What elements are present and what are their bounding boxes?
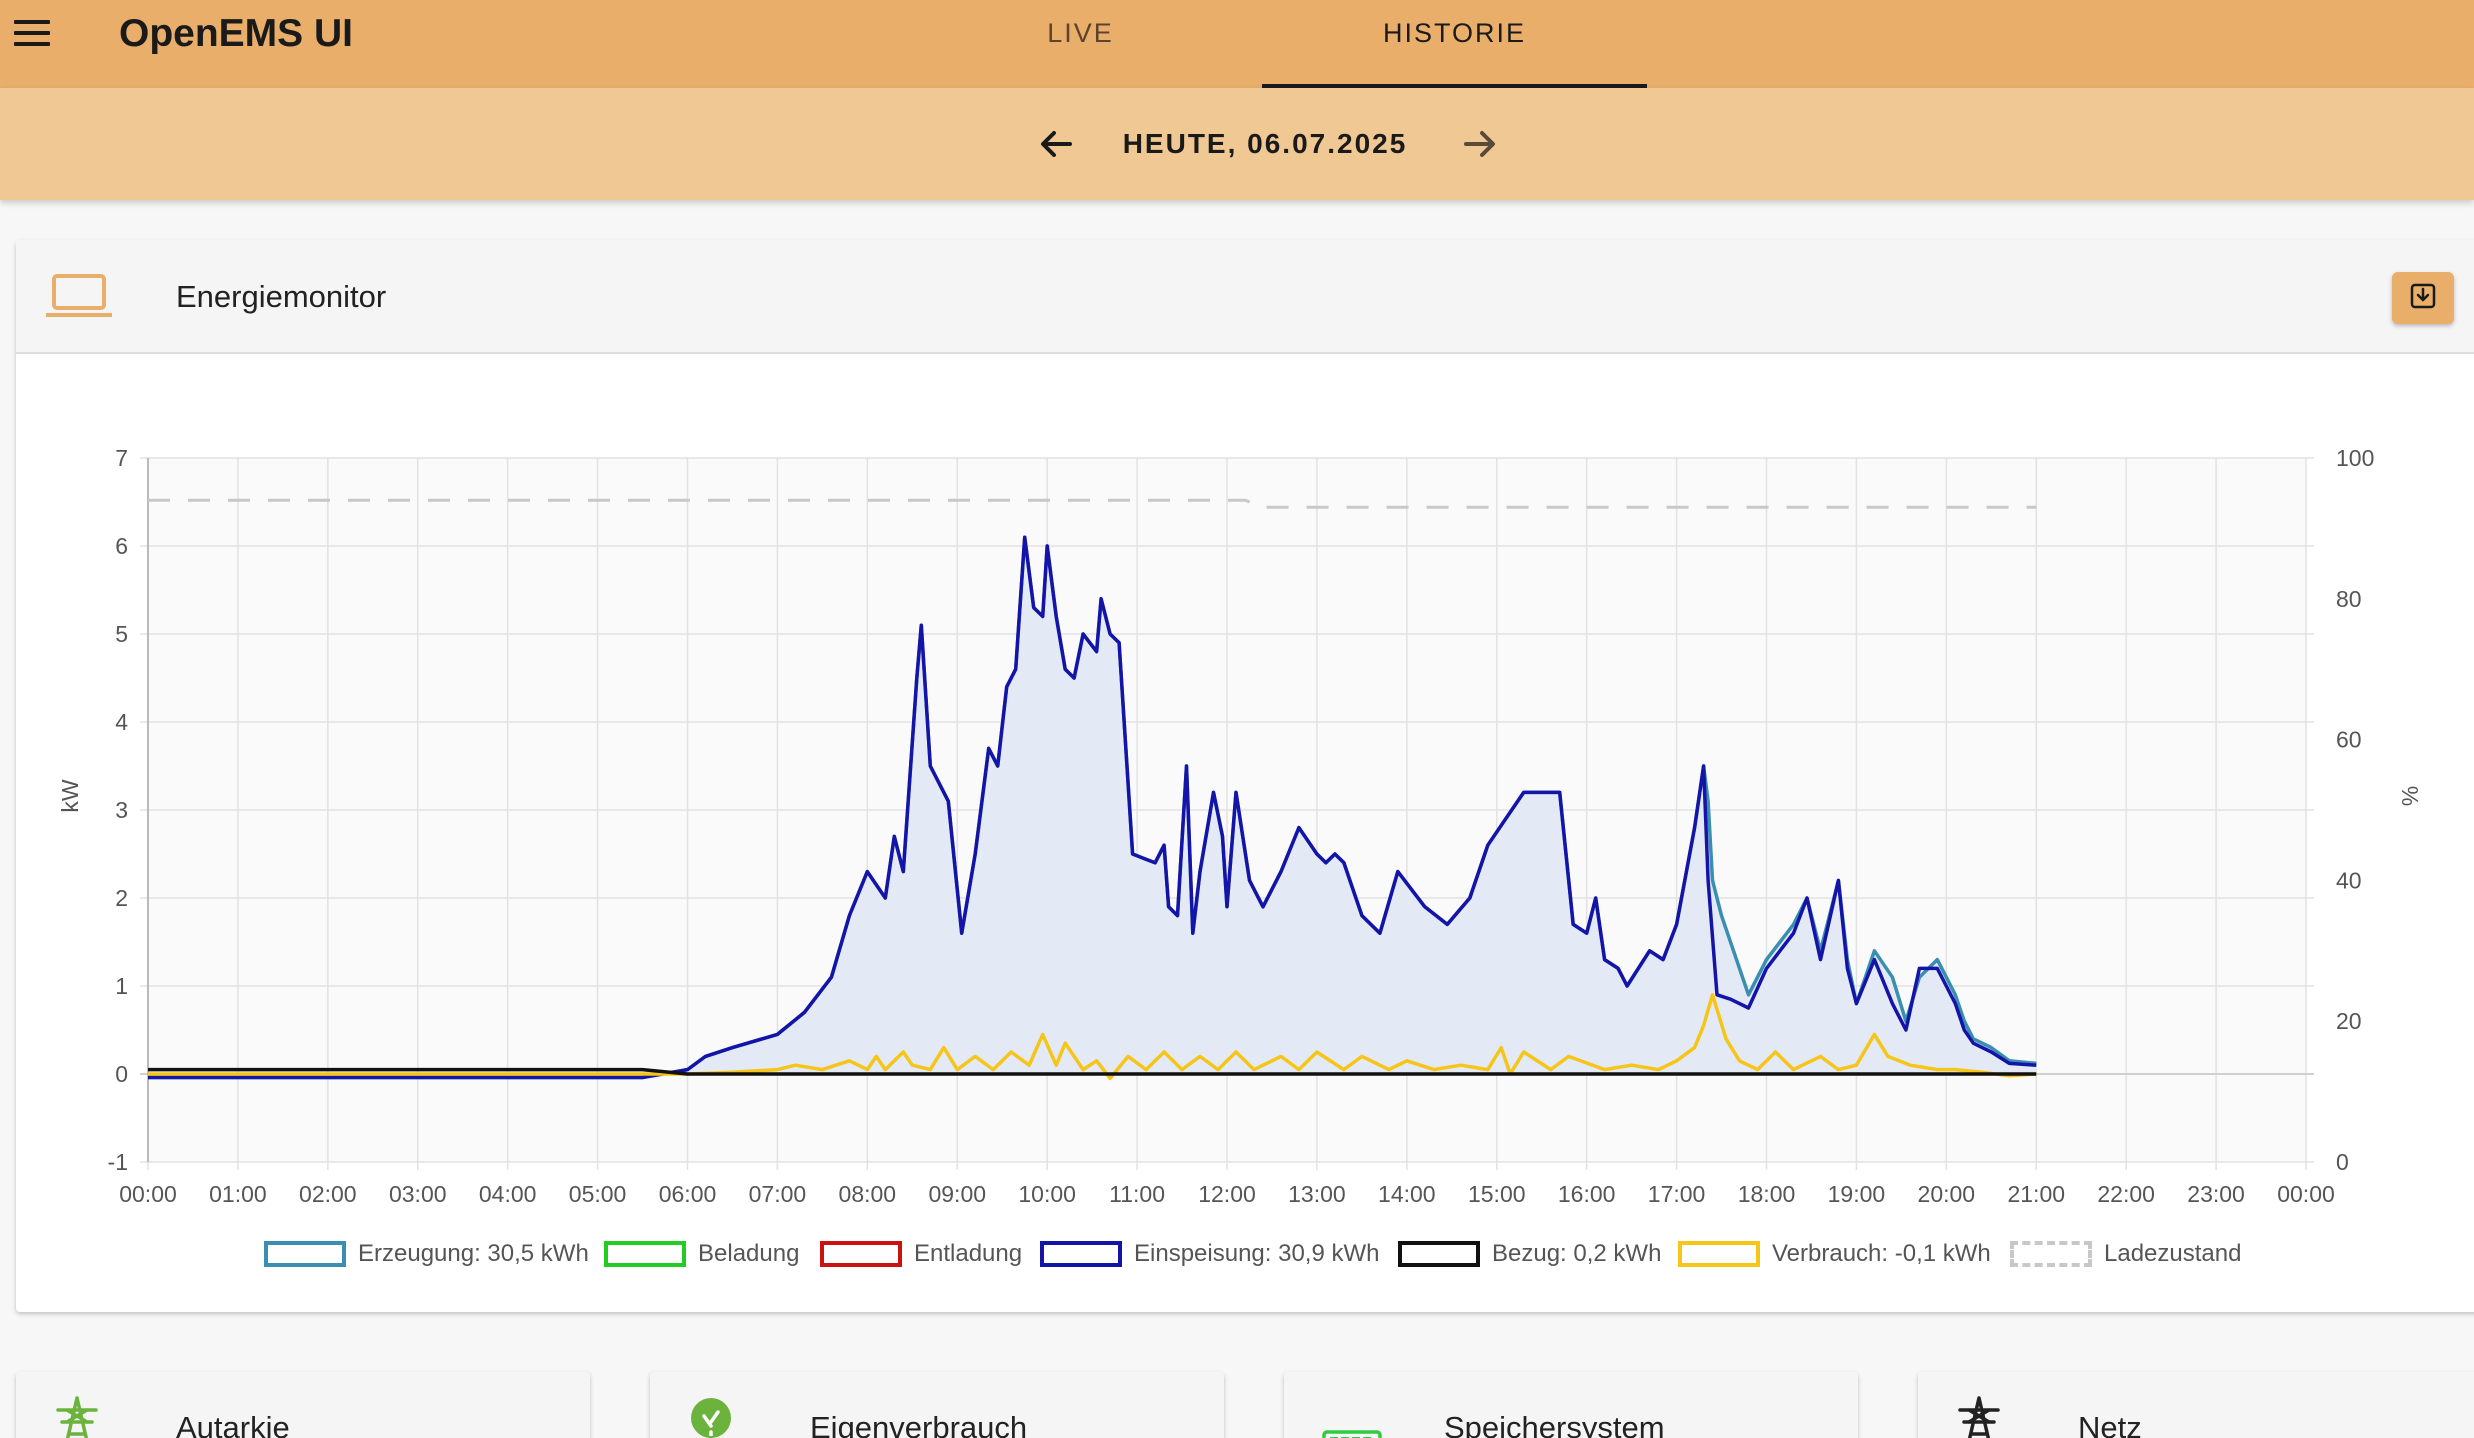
- x-tick-label: 09:00: [928, 1181, 986, 1207]
- x-tick-label: 18:00: [1738, 1181, 1796, 1207]
- legend-label: Beladung: [698, 1240, 800, 1267]
- x-tick-label: 07:00: [749, 1181, 807, 1207]
- legend-item-beladung[interactable]: Beladung: [604, 1236, 799, 1272]
- y2-tick-label: 20: [2336, 1008, 2362, 1034]
- y2-axis-title: %: [2397, 786, 2423, 806]
- widget-title: Eigenverbrauch: [810, 1410, 1028, 1438]
- legend-swatch-einspeisung: [1040, 1241, 1122, 1267]
- laptop-icon: [45, 272, 113, 325]
- x-tick-label: 04:00: [479, 1181, 537, 1207]
- chart-legend: Erzeugung: 30,5 kWh Beladung Entladung E…: [0, 1236, 2474, 1272]
- legend-label: Einspeisung: 30,9 kWh: [1134, 1240, 1380, 1267]
- y2-tick-label: 40: [2336, 867, 2362, 893]
- x-tick-label: 19:00: [1828, 1181, 1886, 1207]
- widget-netz[interactable]: Netz: [1918, 1372, 2474, 1438]
- y2-tick-label: 100: [2336, 445, 2374, 471]
- legend-label: Ladezustand: [2104, 1240, 2242, 1267]
- series-line-verbrauch: [148, 993, 2037, 1081]
- x-tick-label: 15:00: [1468, 1181, 1526, 1207]
- y-tick-label: -1: [108, 1149, 128, 1175]
- legend-label: Erzeugung: 30,5 kWh: [358, 1240, 589, 1267]
- x-tick-label: 21:00: [2007, 1181, 2065, 1207]
- y-tick-label: 0: [115, 1061, 128, 1087]
- y-tick-label: 7: [115, 445, 128, 471]
- arrow-left-icon[interactable]: [1034, 122, 1078, 166]
- power-tower-icon: [54, 1396, 100, 1438]
- x-tick-label: 12:00: [1198, 1181, 1256, 1207]
- widget-eigenverbrauch[interactable]: Eigenverbrauch: [650, 1372, 1224, 1438]
- menu-icon[interactable]: [10, 14, 54, 54]
- legend-item-ladezustand[interactable]: Ladezustand: [2010, 1236, 2241, 1272]
- legend-item-entladung[interactable]: Entladung: [820, 1236, 1022, 1272]
- legend-item-bezug[interactable]: Bezug: 0,2 kWh: [1398, 1236, 1661, 1272]
- date-label[interactable]: HEUTE, 06.07.2025: [1122, 128, 1408, 159]
- legend-item-einspeisung[interactable]: Einspeisung: 30,9 kWh: [1040, 1236, 1379, 1272]
- legend-item-erzeugung[interactable]: Erzeugung: 30,5 kWh: [264, 1236, 589, 1272]
- y2-tick-label: 80: [2336, 586, 2362, 612]
- download-button[interactable]: [2392, 272, 2454, 324]
- tab-historie-label: HISTORIE: [1382, 17, 1527, 48]
- x-tick-label: 20:00: [1918, 1181, 1976, 1207]
- card-title: Energiemonitor: [176, 279, 387, 314]
- y-tick-label: 1: [115, 973, 128, 999]
- date-navigation-bar: HEUTE, 06.07.2025: [0, 88, 2474, 200]
- arrow-right-icon[interactable]: [1458, 122, 1502, 166]
- legend-swatch-beladung: [604, 1241, 686, 1267]
- tab-historie[interactable]: HISTORIE: [1262, 0, 1647, 88]
- y-tick-label: 3: [115, 797, 128, 823]
- x-tick-label: 00:00: [119, 1181, 177, 1207]
- battery-icon: [1322, 1396, 1388, 1438]
- y-axis-title: kW: [57, 779, 83, 813]
- x-tick-label: 22:00: [2097, 1181, 2155, 1207]
- series-line-einspeisung: [148, 535, 2037, 1080]
- x-tick-label: 17:00: [1648, 1181, 1706, 1207]
- widget-autarkie[interactable]: Autarkie: [16, 1372, 590, 1438]
- active-tab-indicator: [1262, 84, 1647, 88]
- x-tick-label: 03:00: [389, 1181, 447, 1207]
- legend-label: Bezug: 0,2 kWh: [1492, 1240, 1662, 1267]
- card-header: Energiemonitor: [16, 240, 2474, 354]
- x-tick-label: 08:00: [839, 1181, 897, 1207]
- app-header: OpenEMS UI LIVE HISTORIE: [0, 0, 2474, 88]
- legend-label: Entladung: [914, 1240, 1023, 1267]
- x-tick-label: 01:00: [209, 1181, 267, 1207]
- y2-tick-label: 60: [2336, 727, 2362, 753]
- series-line-bezug: [148, 1067, 2037, 1076]
- legend-item-verbrauch[interactable]: Verbrauch: -0,1 kWh: [1678, 1236, 1991, 1272]
- widget-title: Autarkie: [176, 1410, 290, 1438]
- x-tick-label: 00:00: [2277, 1181, 2335, 1207]
- y-tick-label: 4: [115, 709, 128, 735]
- legend-swatch-entladung: [820, 1241, 902, 1267]
- x-tick-label: 05:00: [569, 1181, 627, 1207]
- tab-live[interactable]: LIVE: [888, 0, 1273, 88]
- y-tick-label: 2: [115, 885, 128, 911]
- widget-title: Speichersystem: [1444, 1410, 1665, 1438]
- y-tick-label: 6: [115, 533, 128, 559]
- x-tick-label: 02:00: [299, 1181, 357, 1207]
- legend-swatch-verbrauch: [1678, 1241, 1760, 1267]
- x-tick-label: 23:00: [2187, 1181, 2245, 1207]
- x-tick-label: 16:00: [1558, 1181, 1616, 1207]
- x-tick-label: 11:00: [1109, 1181, 1165, 1207]
- y-tick-label: 5: [115, 621, 128, 647]
- energy-chart: 7 6 5 4 3 2 1 0 -1 100 80 60 40 20 0 kW % 00:00 01:00 02:00…: [57, 445, 2423, 1207]
- y2-tick-label: 0: [2336, 1149, 2349, 1175]
- leaf-icon: [688, 1396, 734, 1438]
- app-title: OpenEMS UI: [119, 12, 354, 55]
- x-tick-label: 06:00: [659, 1181, 717, 1207]
- series-area-erzeugung: [148, 537, 2037, 1078]
- legend-swatch-erzeugung: [264, 1241, 346, 1267]
- power-tower-icon: [1956, 1396, 2002, 1438]
- x-tick-label: 14:00: [1378, 1181, 1436, 1207]
- legend-swatch-ladezustand: [2010, 1241, 2092, 1267]
- download-icon: [2408, 281, 2438, 316]
- legend-swatch-bezug: [1398, 1241, 1480, 1267]
- x-tick-label: 13:00: [1288, 1181, 1346, 1207]
- widget-speichersystem[interactable]: Speichersystem: [1284, 1372, 1858, 1438]
- tab-live-label: LIVE: [1047, 17, 1114, 48]
- widget-title: Netz: [2078, 1410, 2142, 1438]
- legend-label: Verbrauch: -0,1 kWh: [1772, 1240, 1991, 1267]
- x-tick-label: 10:00: [1018, 1181, 1076, 1207]
